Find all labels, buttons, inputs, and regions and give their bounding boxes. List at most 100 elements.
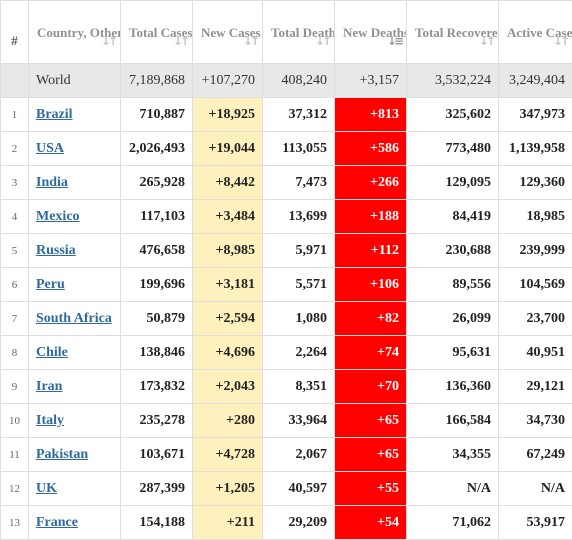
country-link[interactable]: South Africa: [36, 310, 112, 326]
active-cases-cell: 40,951: [498, 335, 572, 370]
total-cases-cell: 287,399: [120, 471, 193, 506]
table-row: 11 Pakistan 103,671 +4,728 2,067 +65 34,355 67,…: [0, 437, 572, 472]
country-cell: South Africa: [28, 301, 121, 336]
header-rank: #: [0, 0, 29, 64]
new-cases-cell: +211: [192, 505, 263, 540]
total-deaths-cell: 37,312: [262, 97, 335, 132]
total-recovered-cell: N/A: [406, 471, 499, 506]
country-cell: India: [28, 165, 121, 200]
country-link[interactable]: Pakistan: [36, 446, 89, 462]
total-recovered-cell: 325,602: [406, 97, 499, 132]
country-link[interactable]: USA: [36, 140, 65, 156]
country-link[interactable]: Peru: [36, 276, 65, 292]
active-cases-cell: 239,999: [498, 233, 572, 268]
total-cases-cell: 199,696: [120, 267, 193, 302]
country-link[interactable]: Brazil: [36, 106, 73, 122]
new-deaths-cell: +74: [334, 335, 407, 370]
active-cases-cell: 104,569: [498, 267, 572, 302]
country-cell: Italy: [28, 403, 121, 438]
sort-arrows-icon[interactable]: ↓↑: [314, 34, 332, 48]
rank-cell: 2: [0, 131, 29, 166]
sort-arrows-icon[interactable]: ↓↑: [100, 34, 118, 48]
country-link[interactable]: Iran: [36, 378, 63, 394]
rank-cell: 4: [0, 199, 29, 234]
new-deaths-cell: +55: [334, 471, 407, 506]
active-cases-cell: 34,730: [498, 403, 572, 438]
new-cases-cell: +8,985: [192, 233, 263, 268]
world-row: World 7,189,868 +107,270 408,240 +3,157 …: [0, 63, 572, 98]
country-cell: Pakistan: [28, 437, 121, 472]
table-row: 10 Italy 235,278 +280 33,964 +65 166,584 34,730: [0, 403, 572, 438]
total-cases-cell: 265,928: [120, 165, 193, 200]
total-deaths-cell: 8,351: [262, 369, 335, 404]
header-rank-label: #: [11, 33, 18, 48]
rank-cell: 7: [0, 301, 29, 336]
active-cases-cell: 1,139,958: [498, 131, 572, 166]
new-deaths-cell: +266: [334, 165, 407, 200]
total-recovered-cell: 166,584: [406, 403, 499, 438]
active-cases-cell: N/A: [498, 471, 572, 506]
table-row: 7 South Africa 50,879 +2,594 1,080 +82 26,099 2…: [0, 301, 572, 336]
country-link[interactable]: Chile: [36, 344, 68, 360]
header-total-deaths[interactable]: Total Deaths ↓↑: [262, 0, 335, 64]
world-active-cases-cell: 3,249,404: [498, 63, 572, 98]
country-link[interactable]: India: [36, 174, 68, 190]
sort-arrows-icon[interactable]: ↓↑: [478, 34, 496, 48]
rank-cell: 1: [0, 97, 29, 132]
country-cell: Mexico: [28, 199, 121, 234]
rank-cell: 8: [0, 335, 29, 370]
new-deaths-cell: +82: [334, 301, 407, 336]
header-country-label: Country, Other: [37, 24, 121, 40]
total-cases-cell: 173,832: [120, 369, 193, 404]
rank-cell: 13: [0, 505, 29, 540]
total-recovered-cell: 773,480: [406, 131, 499, 166]
sort-arrows-icon[interactable]: ↓↑: [172, 34, 190, 48]
total-deaths-cell: 1,080: [262, 301, 335, 336]
header-active-cases[interactable]: Active Cases ↓↑: [498, 0, 572, 64]
world-total-recovered-cell: 3,532,224: [406, 63, 499, 98]
rank-cell: 12: [0, 471, 29, 506]
sort-arrows-icon[interactable]: ↓↑: [242, 34, 260, 48]
sort-arrows-icon[interactable]: ↓↑: [552, 34, 570, 48]
country-cell: France: [28, 505, 121, 540]
active-cases-cell: 53,917: [498, 505, 572, 540]
header-new-cases[interactable]: New Cases ↓↑: [192, 0, 263, 64]
country-cell: Russia: [28, 233, 121, 268]
country-link[interactable]: France: [36, 514, 78, 530]
world-country-cell: World: [28, 63, 121, 98]
new-cases-cell: +3,181: [192, 267, 263, 302]
total-cases-cell: 50,879: [120, 301, 193, 336]
total-recovered-cell: 26,099: [406, 301, 499, 336]
country-link[interactable]: Mexico: [36, 208, 80, 224]
world-new-deaths-cell: +3,157: [334, 63, 407, 98]
active-cases-cell: 67,249: [498, 437, 572, 472]
active-cases-cell: 18,985: [498, 199, 572, 234]
table-body: World 7,189,868 +107,270 408,240 +3,157 …: [0, 63, 572, 540]
active-cases-cell: 23,700: [498, 301, 572, 336]
header-total-deaths-label: Total Deaths: [271, 24, 335, 40]
header-new-deaths[interactable]: New Deaths ↓≡: [334, 0, 407, 64]
total-deaths-cell: 5,571: [262, 267, 335, 302]
new-deaths-cell: +70: [334, 369, 407, 404]
header-country[interactable]: Country, Other ↓↑: [28, 0, 121, 64]
new-deaths-cell: +188: [334, 199, 407, 234]
table-row: 13 France 154,188 +211 29,209 +54 71,062 53,917: [0, 505, 572, 540]
sort-descending-icon[interactable]: ↓≡: [386, 34, 404, 48]
table-row: 5 Russia 476,658 +8,985 5,971 +112 230,688 239,…: [0, 233, 572, 268]
country-link[interactable]: Russia: [36, 242, 76, 258]
new-deaths-cell: +112: [334, 233, 407, 268]
country-link[interactable]: Italy: [36, 412, 64, 428]
new-cases-cell: +280: [192, 403, 263, 438]
country-link[interactable]: UK: [36, 480, 57, 496]
header-total-recovered[interactable]: Total Recovered ↓↑: [406, 0, 499, 64]
table-row: 2 USA 2,026,493 +19,044 113,055 +586 773,480 1,…: [0, 131, 572, 166]
total-cases-cell: 138,846: [120, 335, 193, 370]
header-total-cases[interactable]: Total Cases ↓↑: [120, 0, 193, 64]
new-cases-cell: +8,442: [192, 165, 263, 200]
total-recovered-cell: 89,556: [406, 267, 499, 302]
total-deaths-cell: 13,699: [262, 199, 335, 234]
rank-cell: 6: [0, 267, 29, 302]
total-recovered-cell: 230,688: [406, 233, 499, 268]
world-total-cases-cell: 7,189,868: [120, 63, 193, 98]
